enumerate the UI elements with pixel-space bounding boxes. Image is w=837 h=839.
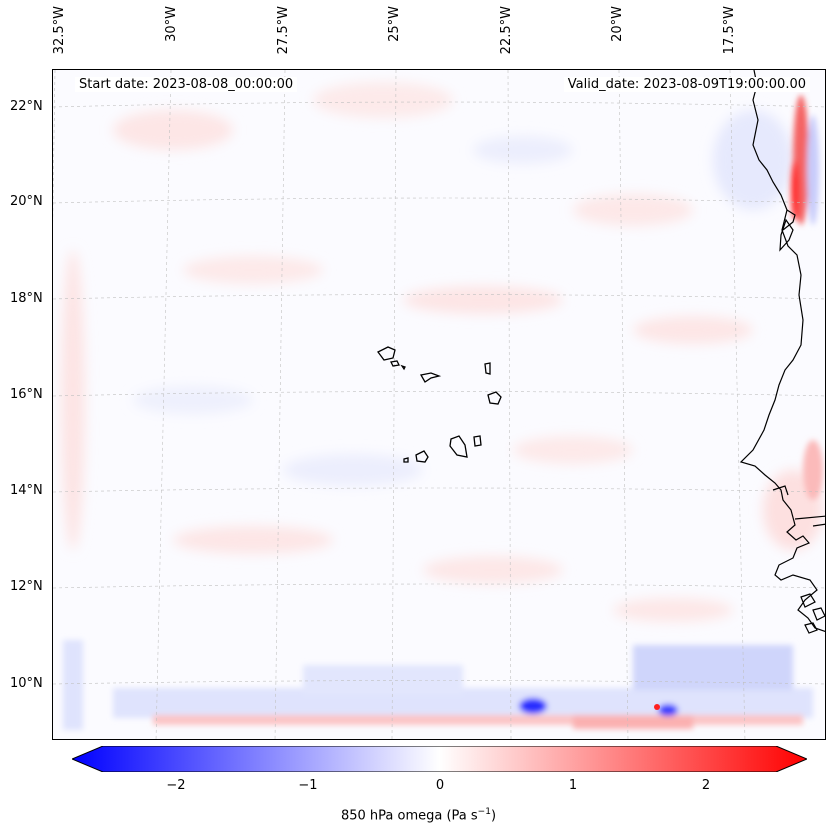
island-boa-vista bbox=[487, 391, 502, 405]
omega-field-coastal bbox=[791, 95, 823, 500]
lat-label-18n: 18°N bbox=[10, 291, 43, 306]
island-maio bbox=[473, 435, 482, 447]
lon-label-30w: 30°W bbox=[164, 6, 179, 42]
colorbar-tick-2: 2 bbox=[701, 778, 711, 793]
map-panel bbox=[52, 69, 826, 740]
start-date-label: Start date: 2023-08-08_00:00:00 bbox=[75, 77, 298, 92]
omega-field-background bbox=[61, 82, 823, 622]
lat-label-12n: 12°N bbox=[10, 579, 43, 594]
lat-label-22n: 22°N bbox=[10, 99, 43, 114]
island-fogo bbox=[415, 450, 429, 463]
colorbar-tick-minus-1: −1 bbox=[298, 778, 318, 793]
colorbar-tick-minus-2: −2 bbox=[166, 778, 186, 793]
colorbar-label-text: 850 hPa omega (Pa s bbox=[340, 808, 478, 824]
island-santo-antao bbox=[377, 346, 396, 361]
map-canvas bbox=[53, 70, 825, 739]
cape-verde-islands bbox=[377, 346, 502, 463]
gridlines bbox=[53, 70, 825, 739]
lat-label-16n: 16°N bbox=[10, 387, 43, 402]
island-sal bbox=[484, 362, 491, 375]
lon-label-25w: 25°W bbox=[387, 6, 402, 42]
lat-label-10n: 10°N bbox=[10, 676, 43, 691]
colorbar-tick-1: 1 bbox=[568, 778, 578, 793]
lon-label-27-5w: 27.5°W bbox=[276, 6, 291, 55]
valid-date-label: Valid_date: 2023-08-09T19:00:00.00 bbox=[563, 77, 810, 92]
lon-label-20w: 20°W bbox=[610, 6, 625, 42]
lon-label-32-5w: 32.5°W bbox=[52, 6, 67, 55]
island-santa-luzia bbox=[400, 364, 406, 371]
omega-field-southern-band bbox=[63, 640, 813, 730]
island-sao-nicolau bbox=[419, 372, 442, 383]
colorbar bbox=[72, 746, 807, 772]
colorbar-tick-0: 0 bbox=[435, 778, 445, 793]
island-santiago bbox=[449, 435, 468, 458]
colorbar-label-exponent: −1 bbox=[477, 807, 491, 817]
african-coastline bbox=[739, 70, 825, 634]
omega-hotspot bbox=[654, 704, 660, 710]
lat-label-20n: 20°N bbox=[10, 194, 43, 209]
island-sao-vicente bbox=[390, 360, 400, 367]
colorbar-gradient bbox=[72, 746, 807, 772]
island-brava bbox=[403, 457, 409, 463]
lon-label-22-5w: 22.5°W bbox=[499, 6, 514, 55]
colorbar-label-close: ) bbox=[490, 808, 497, 824]
lon-label-17-5w: 17.5°W bbox=[722, 6, 737, 55]
lat-label-14n: 14°N bbox=[10, 483, 43, 498]
colorbar-label: 850 hPa omega (Pa s−1) bbox=[0, 807, 837, 823]
